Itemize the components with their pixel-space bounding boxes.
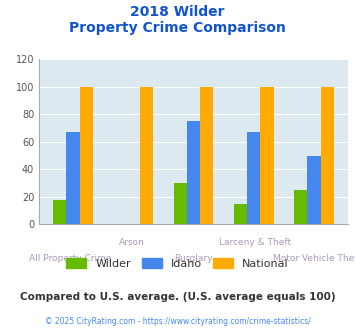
Text: All Property Crime: All Property Crime [29, 254, 111, 263]
Text: Compared to U.S. average. (U.S. average equals 100): Compared to U.S. average. (U.S. average … [20, 292, 335, 302]
Bar [200, 87, 213, 224]
Text: 2018 Wilder: 2018 Wilder [130, 5, 225, 19]
Bar [140, 87, 153, 224]
Bar [307, 156, 321, 224]
Bar [321, 87, 334, 224]
Text: Larceny & Theft: Larceny & Theft [219, 238, 291, 247]
Bar [80, 87, 93, 224]
Text: Property Crime Comparison: Property Crime Comparison [69, 21, 286, 35]
Bar [66, 132, 80, 224]
Bar [53, 200, 66, 224]
Bar [247, 132, 260, 224]
Bar [174, 183, 187, 224]
Text: © 2025 CityRating.com - https://www.cityrating.com/crime-statistics/: © 2025 CityRating.com - https://www.city… [45, 317, 310, 326]
Text: Burglary: Burglary [174, 254, 213, 263]
Bar [234, 204, 247, 224]
Bar [187, 121, 200, 224]
Bar [294, 190, 307, 224]
Text: Arson: Arson [119, 238, 144, 247]
Text: Motor Vehicle Theft: Motor Vehicle Theft [273, 254, 355, 263]
Bar [260, 87, 274, 224]
Legend: Wilder, Idaho, National: Wilder, Idaho, National [62, 253, 293, 273]
